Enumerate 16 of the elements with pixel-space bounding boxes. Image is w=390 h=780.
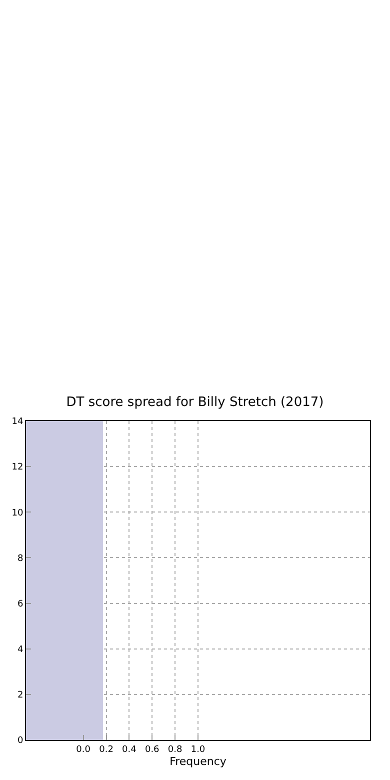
x-axis-title: Frequency: [170, 754, 227, 768]
x-tick-label: 0.4: [122, 744, 137, 755]
x-tick-label: 0.0: [76, 744, 91, 755]
y-tick-label: 4: [17, 645, 24, 656]
y-tick-label: 0: [17, 736, 24, 746]
y-tick-label: 14: [12, 417, 24, 428]
y-tick-label: 10: [12, 508, 24, 518]
chart-title: DT score spread for Billy Stretch (2017): [66, 395, 324, 410]
x-tick-label: 1.0: [190, 744, 206, 755]
y-tick-label: 6: [17, 599, 24, 610]
y-tick-label: 8: [17, 554, 24, 564]
x-tick-label: 0.2: [99, 744, 114, 755]
x-tick-label: 0.8: [168, 744, 182, 755]
y-tick-label: 2: [17, 690, 24, 701]
x-tick-label: 0.6: [144, 744, 160, 755]
y-tick-label: 12: [12, 462, 24, 473]
